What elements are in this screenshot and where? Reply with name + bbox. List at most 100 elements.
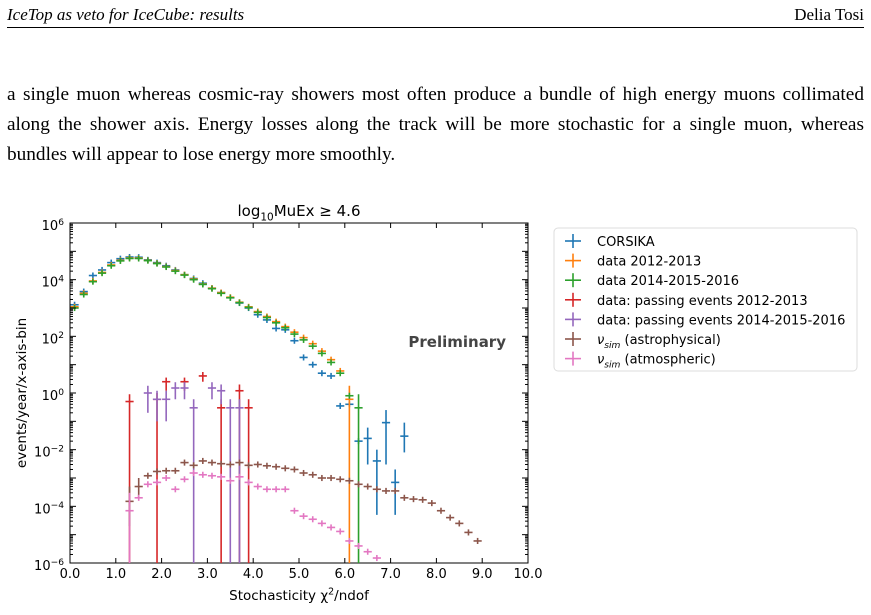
legend-entry: data: passing events 2014-2015-2016: [597, 313, 845, 328]
data-point: [317, 370, 326, 377]
data-point: [253, 309, 262, 316]
data-point: [217, 460, 226, 467]
x-axis: 0.0 1.0 2.0 3.0 4.0 5.0 6.0 7.0 8.0 9.0 10.0 Stocha…: [60, 223, 542, 604]
y-tick-label: 102: [42, 331, 64, 347]
data-point: [336, 476, 345, 483]
data-point: [152, 468, 162, 475]
data-point: [308, 516, 317, 523]
preliminary-label: Preliminary: [408, 333, 506, 351]
data-point: [143, 257, 152, 264]
data-point: [281, 324, 290, 331]
data-point: [198, 281, 207, 288]
data-point: [217, 290, 226, 297]
data-point: [400, 494, 409, 501]
stochasticity-chart: log10MuEx ≥ 4.6 Preliminary 0.0 1.0 2.0 3.0…: [14, 202, 858, 604]
data-point: [363, 548, 372, 555]
data-point: [125, 492, 134, 563]
data-point: [79, 291, 88, 298]
data-point: [262, 462, 272, 469]
data-point: [473, 537, 482, 545]
data-point: [464, 529, 473, 536]
data-point: [162, 390, 171, 422]
data-point: [336, 528, 345, 535]
data-point: [217, 473, 226, 480]
data-point: [446, 514, 455, 521]
chart-title-text: log10MuEx ≥ 4.6: [237, 202, 360, 224]
data-point: [418, 496, 427, 503]
data-point: [116, 257, 125, 264]
chart-title: log10MuEx ≥ 4.6: [237, 202, 360, 224]
legend-entry: data: passing events 2012-2013: [597, 294, 808, 309]
data-point: [171, 486, 180, 493]
figure: log10MuEx ≥ 4.6 Preliminary 0.0 1.0 2.0 3.0…: [0, 195, 871, 610]
data-point: [244, 462, 253, 469]
y-tick-label: 10−2: [34, 444, 64, 460]
plot-frame: [69, 222, 529, 564]
legend: CORSIKA data 2012-2013 data 2014-2015-2016…: [553, 227, 858, 372]
data-point: [235, 399, 244, 563]
data-point: [207, 382, 217, 400]
legend-box: [553, 227, 858, 372]
series-group: [70, 254, 354, 563]
data-point: [409, 496, 418, 503]
legend-entry: νsim (astrophysical): [597, 333, 721, 351]
data-point: [134, 478, 143, 498]
data-point: [455, 520, 464, 527]
legend-marker: [565, 253, 581, 268]
data-point: [354, 542, 363, 549]
y-tick-label: 100: [42, 388, 65, 404]
y-tick-label: 10−6: [34, 558, 64, 574]
x-tick-label: 9.0: [472, 567, 493, 582]
series-group: [70, 255, 363, 563]
legend-entry: data 2014-2015-2016: [597, 274, 739, 289]
data-point: [171, 467, 180, 474]
data-point: [363, 427, 372, 465]
data-point: [336, 370, 345, 377]
data-point: [262, 486, 272, 493]
data-point: [88, 272, 97, 279]
legend-entry: data 2012-2013: [597, 255, 701, 270]
data-point: [134, 494, 143, 501]
data-point: [143, 481, 152, 488]
data-point: [272, 463, 281, 470]
data-point: [272, 319, 281, 326]
data-point: [143, 472, 152, 479]
data-point: [189, 462, 198, 469]
x-tick-label: 8.0: [426, 567, 447, 582]
data-point: [235, 459, 244, 466]
y-tick-label: 104: [42, 274, 65, 290]
legend-marker: [565, 312, 581, 327]
data-point: [345, 537, 354, 545]
data-point: [226, 477, 235, 484]
data-point: [198, 372, 207, 382]
data-point: [290, 331, 299, 338]
series-group: [125, 469, 381, 563]
data-point: [436, 507, 446, 514]
data-point: [381, 410, 391, 465]
data-point: [235, 473, 244, 480]
data-point: [152, 479, 162, 486]
running-author: Delia Tosi: [794, 5, 864, 24]
data-point: [207, 459, 217, 466]
data-point: [400, 422, 409, 453]
data-point: [317, 520, 326, 527]
data-point: [189, 469, 198, 477]
data-point: [162, 377, 171, 391]
legend-entry: CORSIKA: [597, 235, 655, 250]
data-point: [299, 469, 308, 477]
legend-marker: [565, 292, 581, 307]
legend-entry: νsim (atmospheric): [597, 353, 716, 371]
data-point: [253, 461, 262, 468]
data-point: [363, 483, 372, 490]
data-point: [143, 385, 152, 413]
body-paragraph: a single muon whereas cosmic-ray showers…: [7, 84, 864, 165]
data-point: [272, 325, 281, 332]
data-point: [272, 486, 281, 493]
data-point: [336, 402, 345, 409]
data-point: [207, 472, 217, 479]
data-point: [189, 276, 198, 283]
y-tick-label: 10−4: [34, 501, 64, 517]
data-point: [180, 476, 189, 483]
data-point: [345, 477, 354, 484]
x-axis-label: Stochasticity χ2/ndof: [229, 587, 370, 604]
